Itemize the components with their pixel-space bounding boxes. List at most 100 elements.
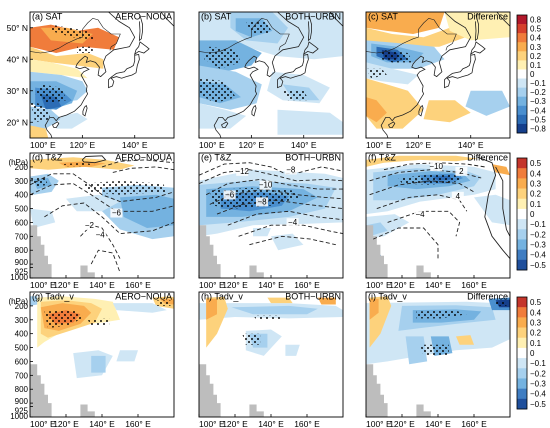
colorbar-tick-label: 0.2 <box>530 329 542 338</box>
coastline <box>82 104 88 117</box>
border-line <box>199 17 290 54</box>
contour-label-bg <box>455 166 468 176</box>
coastline <box>444 54 476 89</box>
x-tick-label: 140° E <box>458 140 484 150</box>
contour-label: −8 <box>257 197 267 206</box>
colorbar-swatch <box>517 259 527 271</box>
contour-label-bg <box>451 191 464 201</box>
colorbar-swatch <box>517 15 527 25</box>
panel-experiment: Difference <box>467 153 508 163</box>
colorbar-swatch <box>517 51 527 61</box>
y-tick-label: 50° N <box>7 23 28 33</box>
field-region <box>30 46 104 69</box>
x-tick-label: 120° E <box>239 140 265 150</box>
panel-title: (c) SAT <box>368 12 398 22</box>
contour-label: −10 <box>259 181 273 190</box>
colorbar-row-0: 0.80.50.40.30.20.10−0.1−0.2−0.3−0.4−0.5−… <box>516 14 546 133</box>
terrain-mask <box>30 364 52 417</box>
colorbar-tick-label: 0.4 <box>530 308 542 317</box>
contour-label-bg <box>223 190 236 200</box>
panel-experiment: Difference <box>467 292 508 302</box>
y-tick-label: 20° N <box>7 117 28 127</box>
x-tick-label: 160° E <box>461 419 487 428</box>
panel-experiment: Difference <box>467 12 508 22</box>
colorbar-swatch <box>517 96 527 107</box>
colorbar-tick-label: −0.2 <box>530 88 546 97</box>
colorbar-swatch <box>517 378 527 389</box>
height-contour <box>249 235 336 246</box>
colorbar-tick-label: 0.3 <box>530 318 542 327</box>
x-tick-label: 100° E <box>30 140 56 150</box>
contour-label: −6 <box>225 190 235 199</box>
colorbar-swatch <box>517 317 527 328</box>
coastline <box>108 54 140 89</box>
x-tick-label: 140° E <box>291 140 317 150</box>
significance-stipple <box>492 301 507 306</box>
height-contour <box>90 249 121 273</box>
colorbar-tick-label: −0.5 <box>530 261 546 270</box>
x-tick-label: 120° E <box>222 280 248 290</box>
colorbar-tick-label: −0.4 <box>530 106 546 115</box>
y-axis-unit: (hPa) <box>8 297 28 306</box>
contour-label-bg <box>256 197 268 207</box>
panel-e-field: −12 −8 −6 −10 −8 −4 <box>199 153 343 278</box>
panel-c-field <box>366 12 510 138</box>
panel-title: (d) T&Z <box>32 153 63 163</box>
colorbar-swatch <box>517 78 527 88</box>
x-tick-label: 160° E <box>294 419 320 428</box>
y-tick-label: 900 <box>15 397 29 406</box>
colorbar-tick-label: −0.3 <box>530 241 546 250</box>
colorbar-swatch <box>517 327 527 339</box>
height-contour <box>238 224 343 237</box>
y-tick-label: 700 <box>15 232 29 241</box>
colorbar-swatch <box>517 168 527 179</box>
colorbar-swatch <box>517 60 527 70</box>
colorbar-swatch <box>517 337 527 349</box>
panel-title: (g) Tadv_v <box>32 292 74 302</box>
significance-stipple <box>77 46 93 53</box>
significance-stipple <box>30 176 48 187</box>
significance-stipple <box>416 310 467 319</box>
colorbar-tick-label: 0.1 <box>530 200 542 209</box>
colorbar-swatch <box>517 105 527 116</box>
y-tick-label: 925 <box>15 407 29 416</box>
x-tick-label: 140° E <box>425 280 451 290</box>
significance-stipple <box>30 100 51 123</box>
colorbar-tick-label: 0.5 <box>530 25 542 34</box>
colorbar-swatch <box>517 358 527 369</box>
x-tick-label: 160° E <box>125 280 151 290</box>
height-contour <box>216 199 343 215</box>
x-tick-label: 100° E <box>199 140 225 150</box>
significance-stipple <box>84 180 167 195</box>
panel-b: (b) SAT BOTH−URBN 100° E 120° E 140° E <box>198 12 344 150</box>
colorbar-swatch <box>517 69 527 79</box>
field-region <box>91 355 106 373</box>
contour-label: −10 <box>429 162 443 171</box>
colorbar-tick-label: 0.4 <box>530 34 542 43</box>
panel-g-field <box>30 292 174 417</box>
y-tick-label: 400 <box>15 330 29 339</box>
coastline <box>469 41 486 56</box>
significance-stipple <box>381 49 414 63</box>
colorbar-swatch <box>517 368 527 379</box>
height-contour <box>81 155 107 164</box>
panel-title: (b) SAT <box>201 12 232 22</box>
panel-e: −12 −8 −6 −10 −8 −4 (e) T&Z BOTH−URBN 100° E120°… <box>198 153 344 290</box>
contour-label-bg <box>94 230 107 240</box>
y-tick-label: 700 <box>15 371 29 380</box>
y-tick-label: 400 <box>15 191 29 200</box>
field-region <box>112 303 167 313</box>
colorbar-swatch <box>517 398 527 410</box>
x-tick-label: 140° E <box>89 280 115 290</box>
x-tick-label: 100° E <box>199 419 225 428</box>
contour-label-bg <box>414 209 426 219</box>
contour-label: −4 <box>96 231 106 240</box>
significance-stipple <box>87 318 110 326</box>
coastline <box>380 12 472 138</box>
colorbar-tick-label: 0 <box>530 349 535 358</box>
colorbar-tick-label: 0.4 <box>530 169 542 178</box>
colorbar-tick-label: 0.3 <box>530 179 542 188</box>
